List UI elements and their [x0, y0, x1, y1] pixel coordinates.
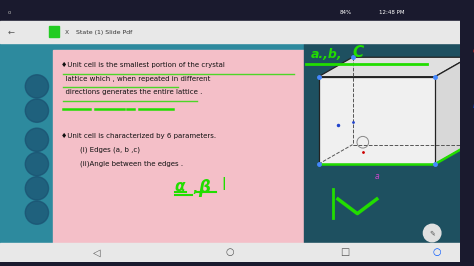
Text: (i) Edges (a, b ,c): (i) Edges (a, b ,c) — [71, 147, 140, 153]
Bar — [0, 43, 460, 252]
Text: ←: ← — [8, 27, 15, 36]
Text: directions generates the entire lattice .: directions generates the entire lattice … — [61, 89, 202, 95]
Circle shape — [25, 75, 48, 98]
Bar — [0, 4, 460, 21]
Text: β: β — [198, 179, 210, 197]
Text: o: o — [8, 10, 11, 15]
Text: b: b — [473, 101, 474, 110]
Bar — [0, 21, 460, 43]
Text: x: x — [65, 29, 69, 35]
Text: ○: ○ — [433, 247, 441, 257]
Bar — [319, 77, 435, 164]
Text: α: α — [175, 179, 185, 194]
Text: ◁: ◁ — [93, 247, 101, 257]
Text: c: c — [473, 46, 474, 55]
Circle shape — [25, 152, 48, 176]
Circle shape — [25, 99, 48, 122]
Text: □: □ — [340, 247, 349, 257]
Text: State (1) Slide Pdf: State (1) Slide Pdf — [76, 30, 132, 35]
Text: |: | — [221, 177, 226, 190]
Circle shape — [25, 177, 48, 200]
Text: ,: , — [192, 182, 197, 194]
Bar — [48, 26, 59, 37]
Bar — [304, 43, 460, 252]
Text: ✎: ✎ — [429, 230, 435, 236]
Polygon shape — [319, 57, 469, 77]
Bar — [54, 51, 304, 246]
Text: a: a — [374, 172, 379, 181]
Text: lattice which , when repeated in different: lattice which , when repeated in differe… — [61, 76, 210, 82]
Text: ♦Unit cell is the smallest portion of the crystal: ♦Unit cell is the smallest portion of th… — [61, 62, 225, 68]
Polygon shape — [435, 57, 469, 164]
Text: a.,b,: a.,b, — [311, 48, 342, 61]
Text: C: C — [353, 45, 364, 60]
Circle shape — [25, 128, 48, 151]
Text: 84%: 84% — [340, 10, 352, 15]
Text: ○: ○ — [226, 247, 235, 257]
Text: ♦Unit cell is characterized by 6 parameters.: ♦Unit cell is characterized by 6 paramet… — [61, 133, 216, 139]
Circle shape — [423, 224, 441, 242]
Circle shape — [25, 201, 48, 224]
Bar — [0, 243, 460, 262]
Text: 12:48 PM: 12:48 PM — [379, 10, 404, 15]
Text: (ii)Angle between the edges .: (ii)Angle between the edges . — [71, 160, 183, 167]
